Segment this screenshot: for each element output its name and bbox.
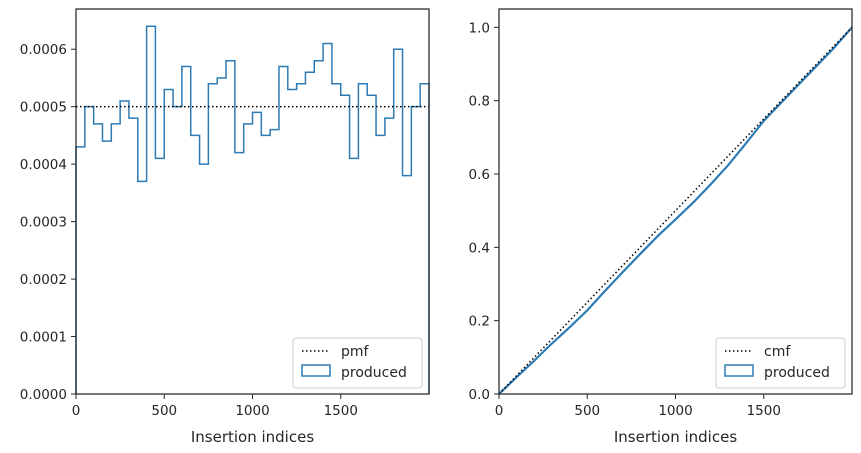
right-ytick-label: 0.0 bbox=[469, 387, 490, 403]
left-xtick-label: 0 bbox=[72, 403, 81, 419]
left-ytick-label: 0.0006 bbox=[20, 42, 67, 58]
right-chart-ticks: 0 500 1000 1500 0.0 0.2 0.4 0.6 0.8 1.0 bbox=[469, 20, 781, 419]
right-legend-produced-swatch bbox=[724, 364, 754, 377]
left-chart-panel: 0 500 1000 1500 0.0000 0.0001 0.0002 0.0003 0.00… bbox=[20, 8, 430, 446]
left-chart-ticks: 0 500 1000 1500 0.0000 0.0001 0.0002 0.0003 0.00… bbox=[20, 42, 358, 419]
left-chart-frame bbox=[75, 8, 430, 395]
right-xtick-label: 1000 bbox=[658, 403, 692, 419]
left-ytick-label: 0.0001 bbox=[20, 330, 67, 346]
left-ytick-label: 0.0003 bbox=[20, 215, 67, 231]
left-xtick-label: 1000 bbox=[235, 403, 269, 419]
left-xtick-label: 1500 bbox=[324, 403, 358, 419]
left-series-produced-histogram bbox=[75, 25, 430, 394]
left-ytick-label: 0.0005 bbox=[20, 100, 67, 116]
right-xtick-label: 500 bbox=[574, 403, 600, 419]
left-chart-xlabel: Insertion indices bbox=[191, 428, 314, 446]
right-ytick-label: 0.4 bbox=[469, 240, 490, 256]
left-legend-produced-swatch bbox=[301, 364, 331, 377]
left-ytick-label: 0.0000 bbox=[20, 387, 67, 403]
right-chart-panel: 0 500 1000 1500 0.0 0.2 0.4 0.6 0.8 1.0 Insertion… bbox=[469, 8, 853, 446]
right-chart-frame bbox=[498, 8, 853, 395]
right-ytick-label: 0.6 bbox=[469, 167, 490, 183]
left-chart-series bbox=[75, 25, 430, 394]
right-chart-xlabel: Insertion indices bbox=[614, 428, 737, 446]
right-series-cmf-line bbox=[498, 26, 853, 395]
right-chart-series bbox=[498, 26, 853, 395]
right-xtick-label: 1500 bbox=[747, 403, 781, 419]
left-xtick-label: 500 bbox=[151, 403, 177, 419]
right-ytick-label: 1.0 bbox=[469, 20, 490, 36]
left-legend-pmf-label: pmf bbox=[341, 344, 370, 360]
right-ytick-label: 0.8 bbox=[469, 94, 490, 110]
right-series-produced-line bbox=[498, 26, 853, 395]
left-ytick-label: 0.0002 bbox=[20, 272, 67, 288]
left-chart-legend: pmf produced bbox=[292, 337, 423, 389]
right-legend-cmf-label: cmf bbox=[764, 344, 791, 360]
right-xtick-label: 0 bbox=[495, 403, 504, 419]
right-chart-legend: cmf produced bbox=[715, 337, 846, 389]
left-ytick-label: 0.0004 bbox=[20, 157, 67, 173]
right-ytick-label: 0.2 bbox=[469, 314, 490, 330]
right-legend-produced-label: produced bbox=[764, 365, 830, 381]
left-legend-produced-label: produced bbox=[341, 365, 407, 381]
